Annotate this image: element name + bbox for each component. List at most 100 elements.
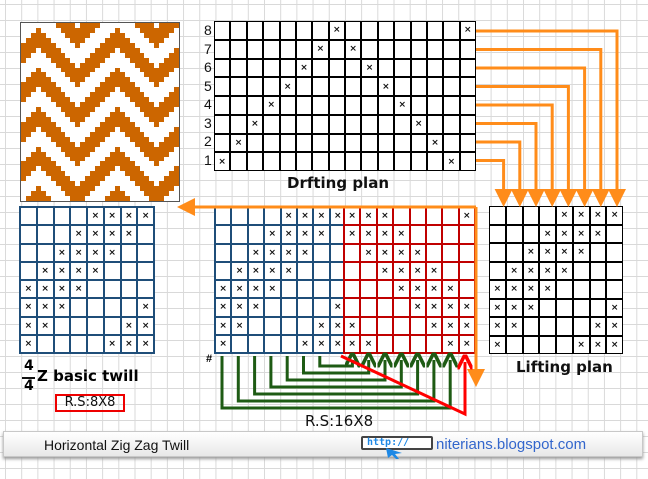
grid-cell: × (540, 244, 555, 261)
grid-cell (280, 115, 295, 133)
drafting-to-lifting-arrows (476, 29, 626, 207)
grid-cell (104, 317, 120, 334)
grid-cell (231, 22, 246, 39)
grid-cell (590, 262, 606, 279)
grid-cell: × (506, 262, 522, 279)
grid-cell (557, 318, 572, 335)
grid-cell: × (71, 244, 86, 261)
grid-cell: × (490, 299, 505, 316)
grid-cell (395, 78, 410, 95)
grid-cell (378, 59, 394, 77)
grid-cell (281, 317, 296, 334)
grid-cell (378, 97, 394, 114)
grid-cell (426, 226, 442, 243)
grid-cell (265, 317, 280, 334)
grid-cell (345, 262, 360, 279)
grid-cell: × (264, 97, 279, 114)
grid-cell: × (121, 208, 137, 225)
grid-cell: × (37, 299, 53, 316)
grid-cell (232, 244, 247, 261)
grid-cell (362, 153, 377, 170)
grid-cell (329, 115, 344, 133)
grid-cell (71, 317, 86, 334)
grid-cell (88, 281, 103, 298)
grid-cell (607, 225, 622, 242)
grid-cell: × (104, 226, 120, 243)
grid-cell: × (410, 262, 425, 279)
drafting-row-label: 2 (204, 133, 212, 149)
grid-cell: × (231, 134, 246, 152)
grid-cell (607, 244, 622, 261)
drafting-row-label: 7 (204, 40, 212, 57)
drafting-row-label: 3 (204, 114, 212, 131)
grid-cell (215, 115, 230, 133)
grid-cell (264, 22, 279, 39)
grid-cell: × (459, 208, 474, 225)
grid-cell: × (377, 244, 393, 261)
grid-cell: × (426, 262, 442, 279)
grid-cell (444, 40, 459, 58)
grid-cell (329, 78, 344, 95)
grid-cell: × (394, 244, 409, 261)
grid-cell: × (361, 335, 376, 352)
grid-cell: × (426, 281, 442, 298)
grid-cell (427, 97, 443, 114)
grid-cell: × (378, 78, 394, 95)
grid-cell (296, 134, 312, 152)
grid-cell (54, 317, 70, 334)
grid-cell (121, 299, 137, 316)
grid-cell (540, 207, 555, 224)
grid-cell (346, 115, 361, 133)
grid-cell (362, 78, 377, 95)
grid-cell: × (281, 244, 296, 261)
grid-cell (377, 281, 393, 298)
grid-cell: × (443, 281, 458, 298)
grid-cell: × (297, 226, 313, 243)
grid-cell: × (523, 262, 539, 279)
grid-cell: × (54, 299, 70, 316)
grid-cell (411, 59, 426, 77)
basic-twill-text: Z basic twill (37, 367, 139, 385)
grid-cell (443, 208, 458, 225)
grid-cell: × (104, 244, 120, 261)
grid-cell (296, 78, 312, 95)
grid-cell: × (523, 244, 539, 261)
grid-cell (104, 299, 120, 316)
grid-cell (395, 59, 410, 77)
fabric-simulation (20, 22, 180, 202)
grid-cell (459, 244, 474, 261)
grid-cell (426, 335, 442, 352)
grid-cell (361, 281, 376, 298)
grid-cell (247, 97, 263, 114)
grid-cell (444, 134, 459, 152)
grid-cell: × (330, 335, 345, 352)
grid-cell (346, 134, 361, 152)
grid-cell: × (314, 208, 329, 225)
grid-cell: × (138, 208, 153, 225)
grid-cell (523, 207, 539, 224)
grid-cell: × (265, 281, 280, 298)
grid-cell (247, 134, 263, 152)
grid-cell (215, 40, 230, 58)
grid-cell (21, 244, 36, 261)
grid-cell (313, 22, 328, 39)
grid-cell: × (573, 225, 589, 242)
grid-cell (248, 335, 264, 352)
grid-cell (590, 299, 606, 316)
website-link[interactable]: niterians.blogspot.com (436, 436, 587, 453)
grid-cell (21, 262, 36, 279)
grid-cell (231, 59, 246, 77)
grid-cell (314, 262, 329, 279)
grid-cell (346, 78, 361, 95)
grid-cell (329, 153, 344, 170)
grid-cell: × (121, 226, 137, 243)
grid-cell (280, 97, 295, 114)
grid-cell: × (215, 153, 230, 170)
grid-cell: × (411, 115, 426, 133)
grid-cell (121, 244, 137, 261)
grid-cell: × (88, 262, 103, 279)
grid-cell (395, 40, 410, 58)
grid-cell (313, 115, 328, 133)
lifting-plan-grid: × × × × × × × × × × × × × × × × × × × × × × × × × × × × × × × × (489, 206, 623, 354)
drafting-row-label: 1 (204, 151, 212, 168)
